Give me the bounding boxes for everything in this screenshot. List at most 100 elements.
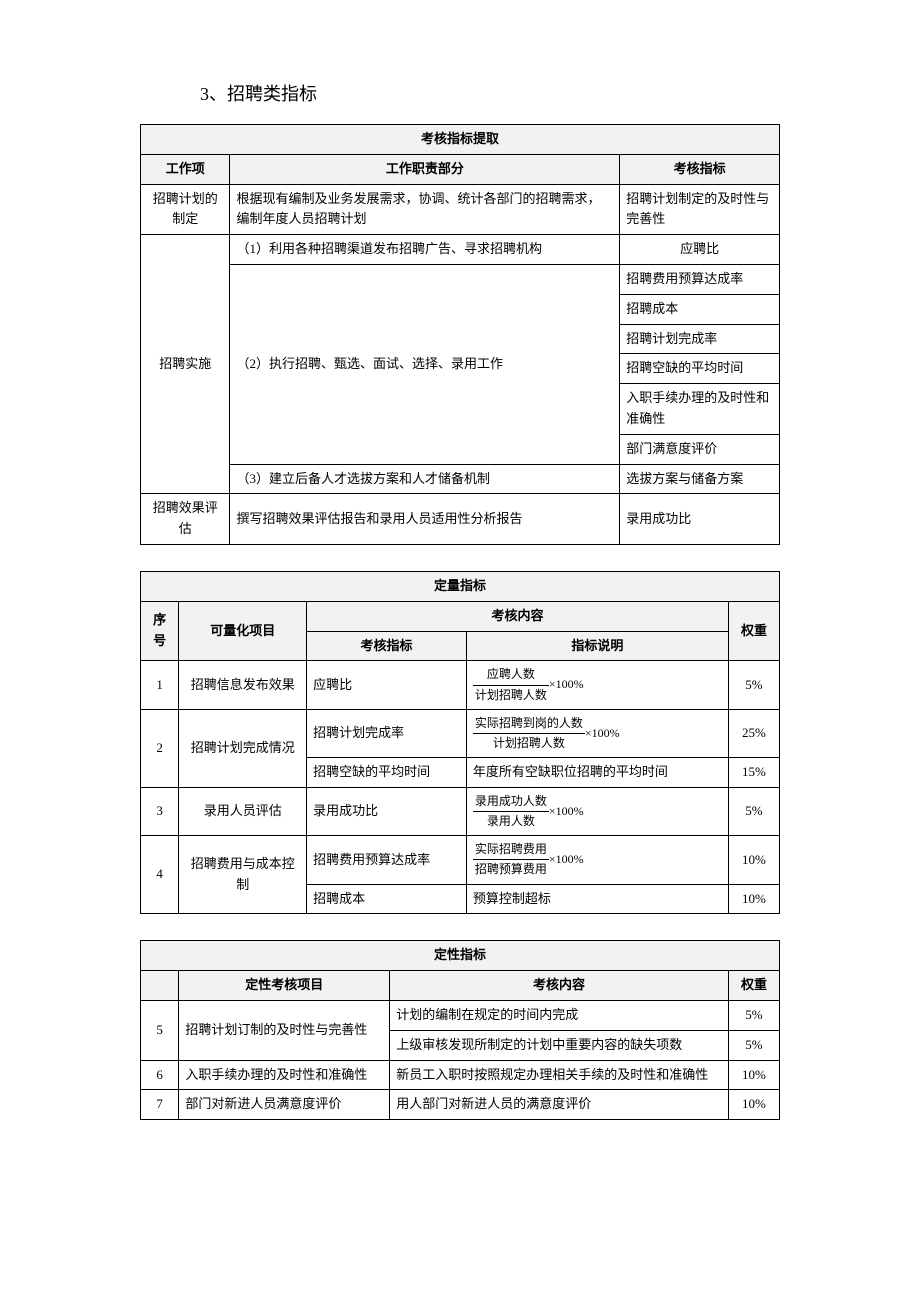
table2-title: 定量指标 <box>141 571 780 601</box>
cell-work: 招聘计划的制定 <box>141 184 230 235</box>
table-row: 5 招聘计划订制的及时性与完善性 计划的编制在规定的时间内完成 5% <box>141 1001 780 1031</box>
table-quantitative: 定量指标 序号 可量化项目 考核内容 权重 考核指标 指标说明 1 招聘信息发布… <box>140 571 780 914</box>
fraction-den: 计划招聘人数 <box>473 686 549 705</box>
cell-duty: 撰写招聘效果评估报告和录用人员适用性分析报告 <box>230 494 620 545</box>
cell-content: 上级审核发现所制定的计划中重要内容的缺失项数 <box>390 1030 729 1060</box>
table2-h-weight: 权重 <box>728 601 779 661</box>
cell-index: 招聘计划制定的及时性与完善性 <box>620 184 780 235</box>
cell-item: 招聘信息发布效果 <box>179 661 307 709</box>
table-row: 定量指标 <box>141 571 780 601</box>
cell-duty: 根据现有编制及业务发展需求，协调、统计各部门的招聘需求，编制年度人员招聘计划 <box>230 184 620 235</box>
table3-h-content: 考核内容 <box>390 971 729 1001</box>
table1-h2: 工作职责部分 <box>230 154 620 184</box>
table2-h-seq: 序号 <box>141 601 179 661</box>
fraction: 实际招聘费用 招聘预算费用 <box>473 840 549 879</box>
table1-title: 考核指标提取 <box>141 125 780 155</box>
cell-seq: 2 <box>141 709 179 787</box>
fraction: 录用成功人数 录用人数 <box>473 792 549 831</box>
table-extraction: 考核指标提取 工作项 工作职责部分 考核指标 招聘计划的制定 根据现有编制及业务… <box>140 124 780 545</box>
fraction: 实际招聘到岗的人数 计划招聘人数 <box>473 714 585 753</box>
cell-formula: 应聘人数 计划招聘人数 ×100% <box>466 661 728 709</box>
cell-index: 招聘费用预算达成率 <box>620 264 780 294</box>
cell-duty: （1）利用各种招聘渠道发布招聘广告、寻求招聘机构 <box>230 235 620 265</box>
cell-index: 部门满意度评价 <box>620 434 780 464</box>
fraction-den: 计划招聘人数 <box>473 734 585 753</box>
table-row: 序号 可量化项目 考核内容 权重 <box>141 601 780 631</box>
cell-weight: 10% <box>728 1090 779 1120</box>
table-row: 4 招聘费用与成本控制 招聘费用预算达成率 实际招聘费用 招聘预算费用 ×100… <box>141 836 780 884</box>
cell-index: 录用成功比 <box>620 494 780 545</box>
cell-index: 应聘比 <box>307 661 467 709</box>
table-row: 考核指标提取 <box>141 125 780 155</box>
cell-seq: 6 <box>141 1060 179 1090</box>
fraction-den: 招聘预算费用 <box>473 860 549 879</box>
table-row: 7 部门对新进人员满意度评价 用人部门对新进人员的满意度评价 10% <box>141 1090 780 1120</box>
table-row: 1 招聘信息发布效果 应聘比 应聘人数 计划招聘人数 ×100% 5% <box>141 661 780 709</box>
table3-title: 定性指标 <box>141 941 780 971</box>
cell-weight: 5% <box>728 787 779 835</box>
cell-index: 招聘费用预算达成率 <box>307 836 467 884</box>
table-qualitative: 定性指标 定性考核项目 考核内容 权重 5 招聘计划订制的及时性与完善性 计划的… <box>140 940 780 1120</box>
suffix: ×100% <box>549 677 584 691</box>
cell-formula: 录用成功人数 录用人数 ×100% <box>466 787 728 835</box>
table-row: （2）执行招聘、甄选、面试、选择、录用工作 招聘费用预算达成率 <box>141 264 780 294</box>
table3-h-seq <box>141 971 179 1001</box>
table-row: 定性考核项目 考核内容 权重 <box>141 971 780 1001</box>
suffix: ×100% <box>549 852 584 866</box>
cell-weight: 10% <box>728 836 779 884</box>
fraction-num: 实际招聘费用 <box>473 840 549 860</box>
table1-h1: 工作项 <box>141 154 230 184</box>
table-row: 招聘效果评估 撰写招聘效果评估报告和录用人员适用性分析报告 录用成功比 <box>141 494 780 545</box>
suffix: ×100% <box>585 726 620 740</box>
table3-h-weight: 权重 <box>728 971 779 1001</box>
table-row: 工作项 工作职责部分 考核指标 <box>141 154 780 184</box>
cell-seq: 7 <box>141 1090 179 1120</box>
cell-index: 招聘成本 <box>620 294 780 324</box>
table2-h-desc: 指标说明 <box>466 631 728 661</box>
cell-index: 应聘比 <box>620 235 780 265</box>
cell-work: 招聘实施 <box>141 235 230 494</box>
cell-work: 招聘效果评估 <box>141 494 230 545</box>
cell-item: 入职手续办理的及时性和准确性 <box>179 1060 390 1090</box>
table1-h3: 考核指标 <box>620 154 780 184</box>
table3-h-item: 定性考核项目 <box>179 971 390 1001</box>
cell-formula: 实际招聘到岗的人数 计划招聘人数 ×100% <box>466 709 728 757</box>
fraction-num: 录用成功人数 <box>473 792 549 812</box>
cell-item: 部门对新进人员满意度评价 <box>179 1090 390 1120</box>
cell-index: 选拔方案与储备方案 <box>620 464 780 494</box>
table2-h-content: 考核内容 <box>307 601 729 631</box>
cell-seq: 3 <box>141 787 179 835</box>
document-page: 3、招聘类指标 考核指标提取 工作项 工作职责部分 考核指标 招聘计划的制定 根… <box>0 0 920 1302</box>
cell-index: 录用成功比 <box>307 787 467 835</box>
cell-desc: 年度所有空缺职位招聘的平均时间 <box>466 758 728 788</box>
cell-index: 招聘成本 <box>307 884 467 914</box>
cell-content: 新员工入职时按照规定办理相关手续的及时性和准确性 <box>390 1060 729 1090</box>
fraction-num: 实际招聘到岗的人数 <box>473 714 585 734</box>
cell-weight: 5% <box>728 1030 779 1060</box>
cell-item: 录用人员评估 <box>179 787 307 835</box>
section-title: 3、招聘类指标 <box>200 80 780 106</box>
cell-seq: 1 <box>141 661 179 709</box>
cell-duty: （3）建立后备人才选拔方案和人才储备机制 <box>230 464 620 494</box>
cell-weight: 5% <box>728 661 779 709</box>
cell-weight: 15% <box>728 758 779 788</box>
table-row: 2 招聘计划完成情况 招聘计划完成率 实际招聘到岗的人数 计划招聘人数 ×100… <box>141 709 780 757</box>
fraction: 应聘人数 计划招聘人数 <box>473 665 549 704</box>
cell-seq: 4 <box>141 836 179 914</box>
cell-index: 招聘空缺的平均时间 <box>307 758 467 788</box>
cell-weight: 5% <box>728 1001 779 1031</box>
table-row: 定性指标 <box>141 941 780 971</box>
cell-content: 用人部门对新进人员的满意度评价 <box>390 1090 729 1120</box>
table-row: 6 入职手续办理的及时性和准确性 新员工入职时按照规定办理相关手续的及时性和准确… <box>141 1060 780 1090</box>
cell-item: 招聘计划订制的及时性与完善性 <box>179 1001 390 1061</box>
cell-index: 招聘空缺的平均时间 <box>620 354 780 384</box>
cell-item: 招聘费用与成本控制 <box>179 836 307 914</box>
cell-index: 招聘计划完成率 <box>620 324 780 354</box>
suffix: ×100% <box>549 804 584 818</box>
cell-desc: 预算控制超标 <box>466 884 728 914</box>
table2-h-item: 可量化项目 <box>179 601 307 661</box>
table-row: 3 录用人员评估 录用成功比 录用成功人数 录用人数 ×100% 5% <box>141 787 780 835</box>
cell-item: 招聘计划完成情况 <box>179 709 307 787</box>
cell-formula: 实际招聘费用 招聘预算费用 ×100% <box>466 836 728 884</box>
cell-weight: 10% <box>728 1060 779 1090</box>
